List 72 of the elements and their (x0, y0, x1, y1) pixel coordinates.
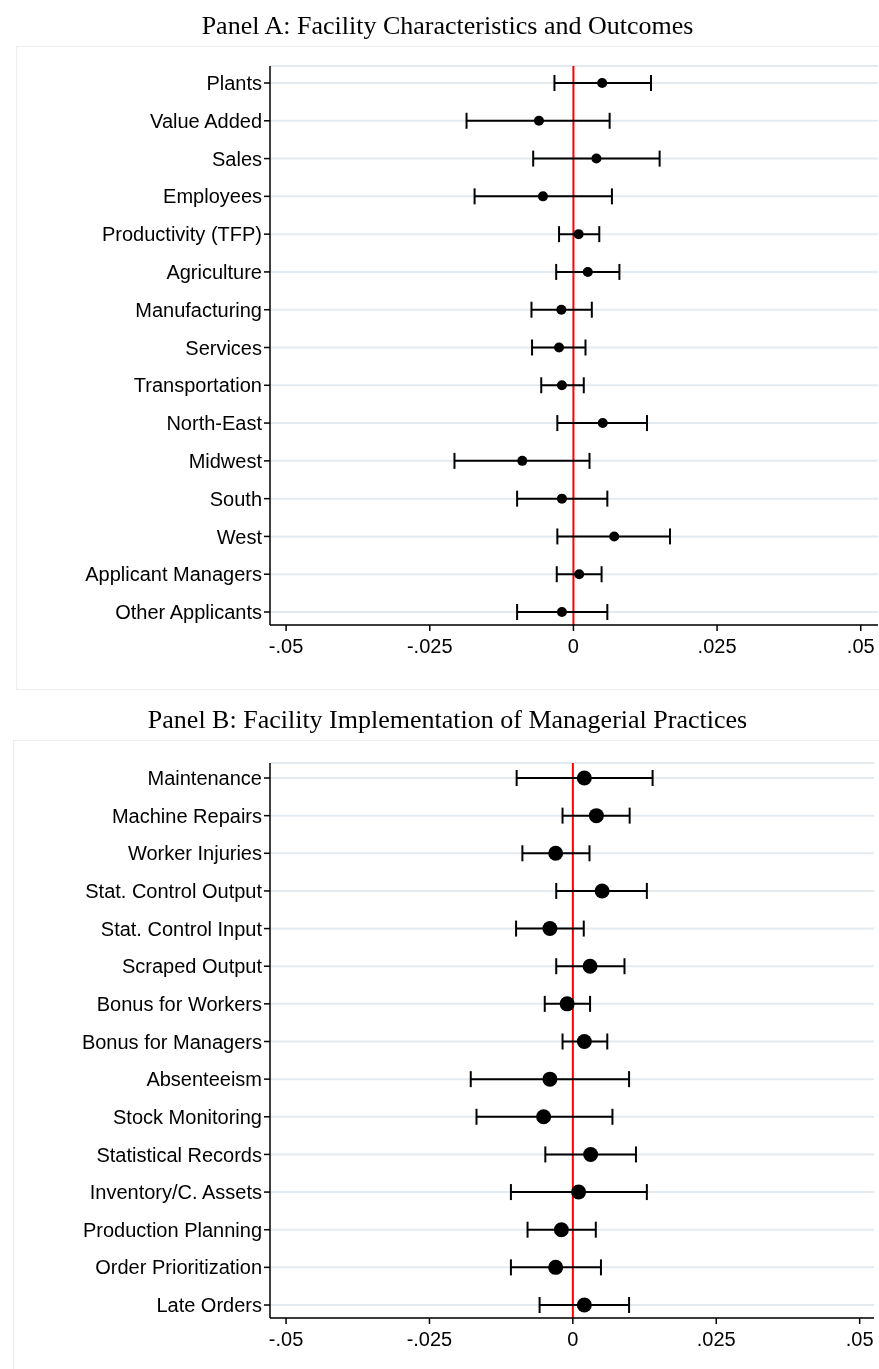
y-tick-label: Other Applicants (115, 601, 262, 624)
point (542, 1071, 558, 1087)
x-tick-label: -.05 (268, 1328, 304, 1351)
y-tick-label: Productivity (TFP) (101, 223, 262, 246)
x-tick-label: .05 (845, 1328, 874, 1351)
point (573, 229, 584, 240)
y-tick-label: Value Added (150, 109, 262, 132)
point (553, 1222, 569, 1238)
y-tick-label: Sales (211, 147, 262, 170)
x-tick-label: 0 (567, 635, 579, 658)
point (542, 921, 558, 937)
point (583, 1146, 599, 1162)
y-tick-label: Employees (163, 185, 262, 208)
y-tick-label: Midwest (188, 449, 263, 472)
y-tick-label: Statistical Records (96, 1143, 262, 1166)
point (533, 115, 544, 126)
y-tick-label: Inventory/C. Assets (89, 1181, 262, 1204)
y-tick-label: Late Orders (156, 1294, 262, 1317)
y-tick-label: Bonus for Managers (81, 1030, 262, 1053)
point (582, 266, 593, 277)
point (554, 342, 565, 353)
point (576, 770, 592, 786)
y-tick-label: Agriculture (166, 261, 262, 284)
point (556, 304, 567, 315)
y-tick-label: Stat. Control Input (100, 917, 263, 940)
y-tick-label: Scraped Output (121, 955, 263, 978)
y-tick-label: North-East (166, 412, 263, 435)
x-tick-label: 0 (567, 1328, 579, 1351)
point (559, 996, 575, 1012)
point (571, 1184, 587, 1200)
point (556, 493, 567, 504)
y-tick-label: Production Planning (82, 1218, 262, 1241)
x-tick-label: -.025 (406, 635, 453, 658)
point (517, 455, 528, 466)
x-tick-label: .025 (696, 1328, 736, 1351)
y-tick-label: South (209, 487, 262, 510)
point (537, 191, 548, 202)
y-tick-label: Plants (206, 72, 262, 95)
point (536, 1109, 552, 1125)
y-tick-label: Stock Monitoring (113, 1105, 262, 1128)
point (576, 1297, 592, 1313)
y-tick-label: Maintenance (147, 767, 262, 790)
point (576, 1034, 592, 1049)
point (548, 1259, 564, 1275)
x-tick-label: -.025 (406, 1328, 453, 1351)
point (609, 531, 620, 542)
y-tick-label: Applicant Managers (85, 563, 262, 586)
chart-title: Panel B: Facility Implementation of Managerial Practices (146, 705, 749, 735)
point (594, 883, 610, 899)
point (597, 418, 608, 429)
x-tick-label: .025 (697, 635, 737, 658)
point (548, 845, 564, 861)
y-tick-label: Stat. Control Output (85, 880, 263, 903)
y-tick-label: Manufacturing (135, 298, 262, 321)
point (597, 78, 608, 88)
y-tick-label: Machine Repairs (111, 804, 262, 827)
y-tick-label: West (216, 525, 263, 548)
y-tick-label: Services (185, 336, 262, 359)
point (591, 153, 602, 164)
point (574, 569, 585, 580)
y-tick-label: Absenteeism (146, 1068, 262, 1091)
chart-title: Panel A: Facility Characteristics and Outcomes (200, 11, 695, 41)
point (588, 808, 604, 824)
y-tick-label: Worker Injuries (127, 842, 262, 865)
x-tick-label: -.05 (268, 635, 304, 658)
point (556, 607, 567, 617)
y-tick-label: Order Prioritization (95, 1256, 262, 1279)
point (556, 380, 567, 391)
y-tick-label: Transportation (133, 374, 262, 397)
point (582, 958, 598, 974)
x-tick-label: .05 (846, 635, 875, 658)
y-tick-label: Bonus for Workers (96, 992, 262, 1015)
